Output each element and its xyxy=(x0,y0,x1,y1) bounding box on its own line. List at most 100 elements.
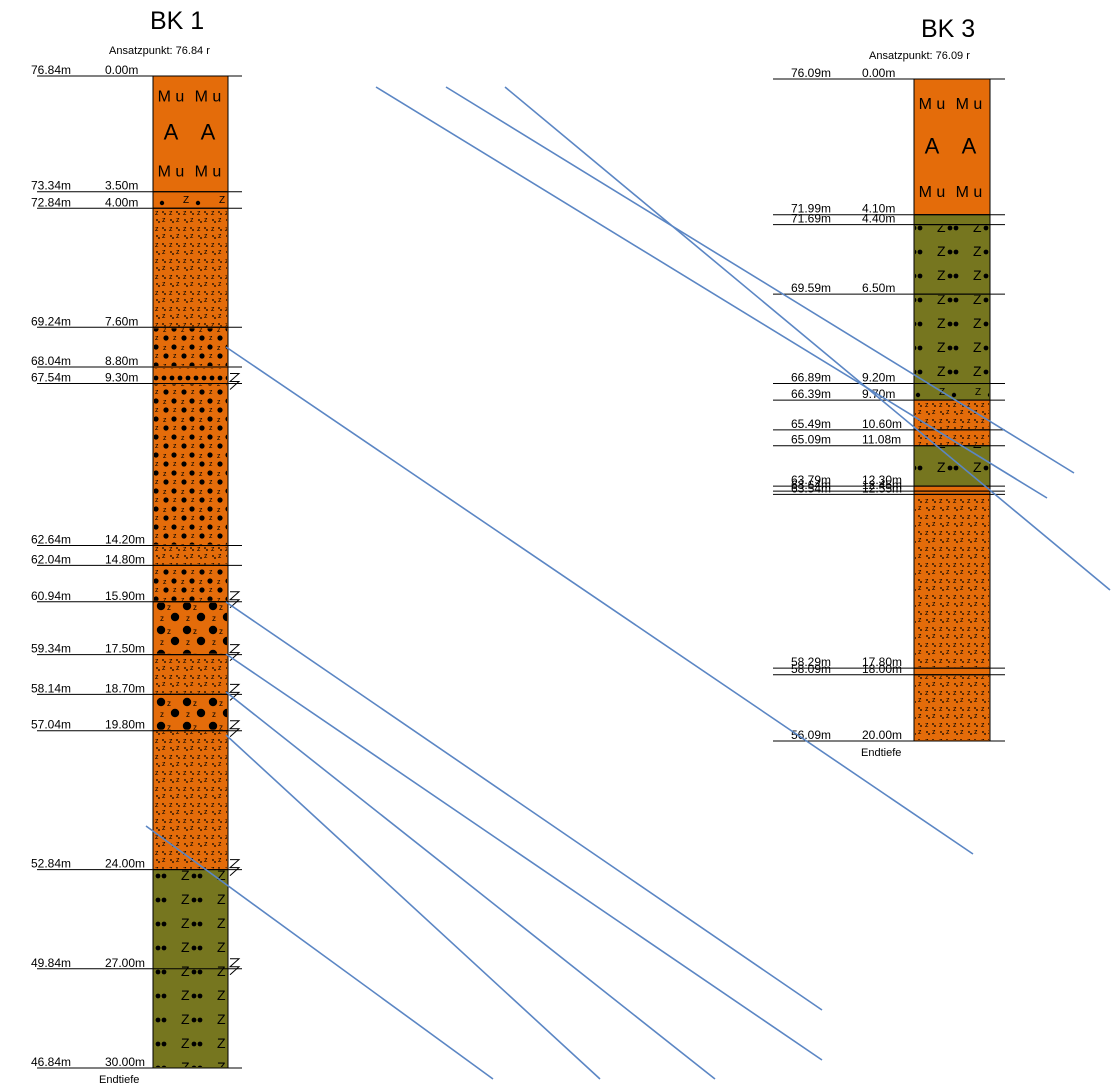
elevation-label: 62.64m xyxy=(31,533,71,547)
layer-4 xyxy=(152,366,229,385)
layer-2 xyxy=(152,207,229,328)
ansatzpunkt-label: Ansatzpunkt: 76.09 r xyxy=(869,50,970,62)
depth-label: 9.30m xyxy=(105,371,138,385)
layer-3 xyxy=(913,293,991,385)
boundary-9: 63.64m 12.45m xyxy=(773,478,1005,492)
layer-9 xyxy=(152,654,229,695)
layer-pattern xyxy=(154,209,227,327)
zigzag-markers xyxy=(228,373,241,976)
boundary-4: 68.04m 8.80m xyxy=(31,354,242,368)
correlation-line xyxy=(445,86,1075,474)
boundary-0: 76.84m 0.00m xyxy=(31,63,242,77)
layer-symbol: A xyxy=(925,134,940,159)
elevation-label: 62.04m xyxy=(31,552,71,566)
layer-symbol: A xyxy=(201,120,216,145)
boundary-10: 58.14m 18.70m xyxy=(31,681,242,695)
end-depth-label: Endtiefe xyxy=(99,1074,139,1086)
end-depth-label: Endtiefe xyxy=(861,747,901,759)
depth-label: 7.60m xyxy=(105,314,138,328)
layer-column: M u M u A A M u M u xyxy=(152,75,229,1069)
layer-11 xyxy=(152,730,229,871)
depth-label: 4.00m xyxy=(105,195,138,209)
depth-label: 17.80m xyxy=(862,655,902,669)
boundary-3: 69.59m 6.50m xyxy=(773,281,1005,295)
elevation-label: 71.99m xyxy=(791,202,831,216)
boundary-9: 59.34m 17.50m xyxy=(31,642,242,656)
layer-pattern xyxy=(154,328,227,366)
layer-3 xyxy=(152,326,229,368)
elevation-label: 56.09m xyxy=(791,728,831,742)
boundary-7: 65.09m 11.08m xyxy=(773,433,1005,447)
elevation-label: 59.34m xyxy=(31,642,71,656)
elevation-label: 76.84m xyxy=(31,63,71,77)
ansatzpunkt-label: Ansatzpunkt: 76.84 r xyxy=(109,45,210,57)
layer-symbol: M u xyxy=(956,96,983,113)
layer-symbol: M u xyxy=(195,88,222,105)
layer-8 xyxy=(913,485,991,492)
layer-0: M u M u A A M u M u xyxy=(152,75,229,193)
depth-label: 0.00m xyxy=(862,66,895,80)
layer-fill xyxy=(913,667,991,676)
boundary-6: 65.49m 10.60m xyxy=(773,417,1005,431)
layer-symbol: M u xyxy=(158,164,185,181)
depth-label: 24.00m xyxy=(105,857,145,871)
correlation-line xyxy=(225,691,716,1080)
boundary-11: 57.04m 19.80m xyxy=(31,718,242,732)
correlation-lines xyxy=(145,86,1111,1080)
borehole-title: BK 3 xyxy=(921,15,975,43)
depth-label: 17.50m xyxy=(105,642,145,656)
zigzag-marker xyxy=(228,720,241,738)
layer-pattern xyxy=(915,430,989,445)
layer-5 xyxy=(152,383,229,547)
boundary-3: 69.24m 7.60m xyxy=(31,314,242,328)
elevation-label: 58.09m xyxy=(791,662,831,676)
elevation-label: 66.89m xyxy=(791,371,831,385)
layer-symbol: M u xyxy=(158,88,185,105)
depth-label: 20.00m xyxy=(862,728,902,742)
elevation-label: 63.54m xyxy=(791,481,831,495)
boundary-6: 62.64m 14.20m xyxy=(31,533,242,547)
elevation-label: 68.04m xyxy=(31,354,71,368)
depth-label: 15.90m xyxy=(105,589,145,603)
depth-label: 10.60m xyxy=(862,417,902,431)
elevation-label: 76.09m xyxy=(791,66,831,80)
borehole-title: BK 1 xyxy=(150,7,204,35)
correlation-line xyxy=(225,734,601,1080)
layer-1 xyxy=(913,214,991,226)
boundary-11: 58.29m 17.80m xyxy=(773,655,1005,669)
boundary-14: 46.84m 30.00m xyxy=(31,1055,242,1069)
layer-symbol: M u xyxy=(919,184,946,201)
elevation-label: 49.84m xyxy=(31,956,71,970)
boundary-8: 63.79m 12.30m xyxy=(773,473,1005,487)
depth-label: 0.00m xyxy=(105,63,138,77)
zigzag-marker xyxy=(228,373,241,390)
elevation-label: 66.39m xyxy=(791,387,831,401)
elevation-label: 57.04m xyxy=(31,718,71,732)
boundary-12: 58.09m 18.00m xyxy=(773,662,1005,676)
layer-pattern xyxy=(154,731,227,869)
layer-pattern xyxy=(154,566,227,601)
correlation-line xyxy=(504,86,1111,591)
boundary-2: 72.84m 4.00m xyxy=(31,195,242,209)
depth-label: 6.50m xyxy=(862,281,895,295)
depth-label: 9.20m xyxy=(862,371,895,385)
layer-symbol: A xyxy=(962,134,977,159)
layer-column: M u M u A A M u M u xyxy=(913,78,991,742)
layer-fill xyxy=(913,214,991,226)
correlation-line xyxy=(225,601,823,1011)
boundary-0: 76.09m 0.00m xyxy=(773,66,1005,80)
layer-fill xyxy=(913,78,991,216)
layer-pattern xyxy=(915,495,989,668)
layer-7 xyxy=(152,564,229,603)
boundary-13: 49.84m 27.00m xyxy=(31,956,242,970)
layer-symbol: M u xyxy=(919,96,946,113)
elevation-label: 71.69m xyxy=(791,212,831,226)
layer-fill xyxy=(152,75,229,193)
elevation-label: 58.29m xyxy=(791,655,831,669)
layer-6 xyxy=(913,429,991,447)
depth-label: 27.00m xyxy=(105,956,145,970)
elevation-label: 72.84m xyxy=(31,195,71,209)
correlation-line xyxy=(375,86,1048,499)
